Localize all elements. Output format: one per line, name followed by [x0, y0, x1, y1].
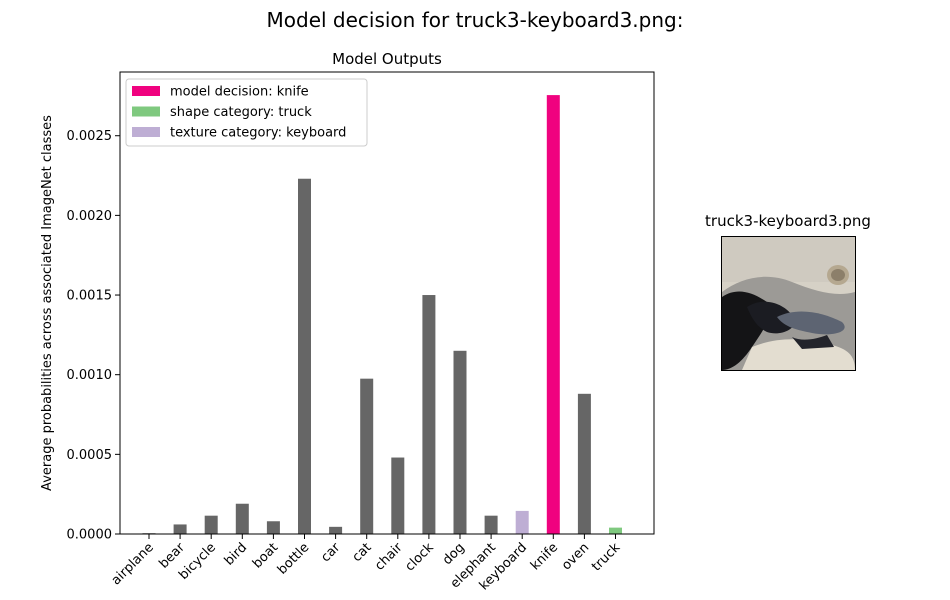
bar-chair: [391, 457, 405, 534]
image-title: truck3-keyboard3.png: [705, 212, 871, 230]
bar-boat: [266, 521, 280, 534]
y-tick-label: 0.0010: [67, 368, 113, 383]
bar-bear: [173, 524, 187, 534]
x-tick-label-bird: bird: [222, 540, 250, 568]
legend-box: [125, 78, 368, 147]
x-tick-label-truck: truck: [589, 540, 624, 575]
bar-car: [329, 526, 343, 534]
bar-truck: [609, 527, 622, 534]
bar-bottle: [298, 178, 311, 535]
bar-cat: [360, 378, 374, 534]
x-tick-label-airplane: airplane: [109, 540, 157, 588]
legend-label: shape category: truck: [170, 105, 312, 120]
y-tick-label: 0.0015: [67, 289, 113, 304]
bar-oven: [577, 393, 591, 534]
bar-bird: [235, 503, 249, 534]
bars-group: [142, 95, 622, 535]
legend-label: model decision: knife: [170, 85, 309, 100]
x-tick-label-knife: knife: [528, 540, 561, 573]
y-tick-label: 0.0025: [67, 129, 113, 144]
y-tick-label: 0.0000: [67, 528, 113, 543]
legend-swatch: [132, 106, 160, 117]
legend-label: texture category: keyboard: [170, 126, 346, 141]
bar-elephant: [484, 515, 498, 534]
x-tick-label-cat: cat: [350, 540, 375, 565]
bar-clock: [422, 295, 436, 534]
chart-title: Model Outputs: [332, 50, 442, 68]
stimulus-image: [721, 236, 856, 371]
y-tick-label: 0.0005: [67, 448, 113, 463]
figure-title: Model decision for truck3-keyboard3.png:: [266, 8, 684, 32]
legend-swatch: [132, 127, 160, 137]
x-tick-label-bottle: bottle: [275, 540, 312, 577]
legend: model decision: knife shape category: tru…: [125, 78, 368, 147]
x-tick-label-car: car: [318, 540, 344, 566]
y-axis-label: Average probabilities across associated …: [40, 115, 55, 491]
bar-bicycle: [204, 515, 218, 534]
x-tick-label-clock: clock: [403, 540, 438, 575]
plot-frame: [119, 71, 655, 535]
x-tick-label-chair: chair: [372, 540, 406, 574]
x-tick-label-oven: oven: [559, 540, 592, 573]
legend-swatch: [132, 86, 160, 96]
bar-knife: [546, 95, 560, 534]
y-axis: 0.0000 0.0005 0.0010 0.0015 0.0020 0.0025: [67, 129, 120, 543]
bar-dog: [453, 350, 467, 534]
bar-keyboard: [515, 510, 529, 534]
y-tick-label: 0.0020: [67, 209, 113, 224]
